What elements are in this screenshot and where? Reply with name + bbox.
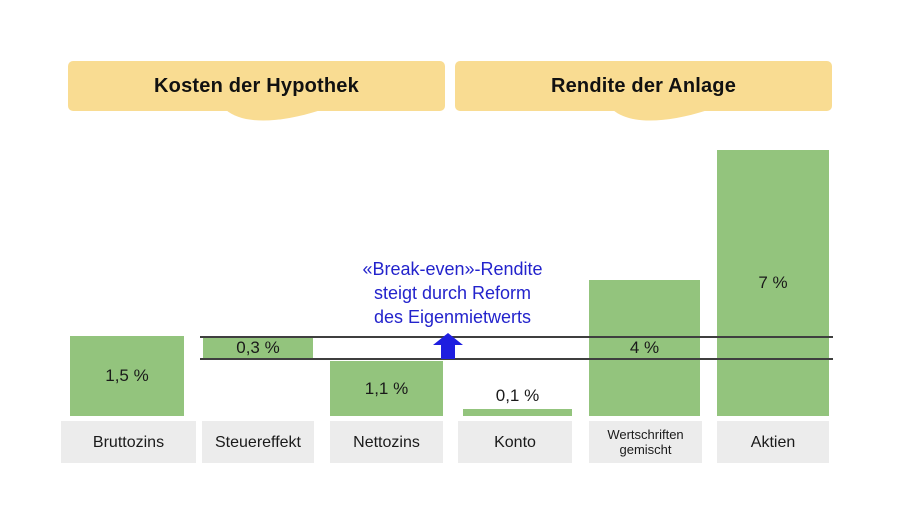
bar-wertschriften-gemischt: 4 %	[589, 280, 700, 416]
break-even-line-bottom	[200, 358, 833, 360]
bar-aktien: 7 %	[717, 150, 829, 416]
break-even-line-top	[200, 336, 833, 338]
bar-konto-value-label: 0,1 %	[495, 386, 540, 405]
annotation-line: «Break-even»-Rendite	[362, 259, 543, 279]
annotation-line: steigt durch Reform	[373, 283, 532, 303]
bar-nettozins: 1,1 %	[330, 361, 443, 416]
category-label-steuereffekt: Steuereffekt	[202, 421, 314, 463]
bar-value-label: 0,3 %	[236, 338, 280, 357]
banner-kosten-der-hypothek: Kosten der Hypothek	[68, 61, 445, 121]
banner-tail-icon	[226, 110, 322, 121]
up-arrow-icon	[433, 333, 463, 359]
bar-konto	[463, 409, 572, 416]
category-label-wertschriften-gemischt: Wertschriften gemischt	[589, 421, 702, 463]
bar-value-label: 1,5 %	[105, 366, 149, 385]
bar-value-label: 1,1 %	[364, 378, 409, 398]
bar-steuereffekt: 0,3 %	[203, 338, 313, 358]
category-label-aktien: Aktien	[717, 421, 829, 463]
banner-rendite-der-anlage: Rendite der Anlage	[455, 61, 832, 121]
bar-value-label: 4 %	[629, 338, 660, 357]
banner-title: Kosten der Hypothek	[154, 74, 359, 97]
category-label-nettozins: Nettozins	[330, 421, 443, 463]
banner-title: Rendite der Anlage	[550, 74, 737, 97]
annotation-line: des Eigenmietwerts	[373, 307, 532, 327]
banner-tail-icon	[613, 110, 709, 121]
bar-bruttozins: 1,5 %	[70, 336, 184, 416]
bar-value-label: 7 %	[758, 273, 788, 292]
category-label-bruttozins: Bruttozins	[61, 421, 196, 463]
category-label-konto: Konto	[458, 421, 572, 463]
break-even-annotation: «Break-even»-Rendite steigt durch Reform…	[320, 257, 585, 329]
